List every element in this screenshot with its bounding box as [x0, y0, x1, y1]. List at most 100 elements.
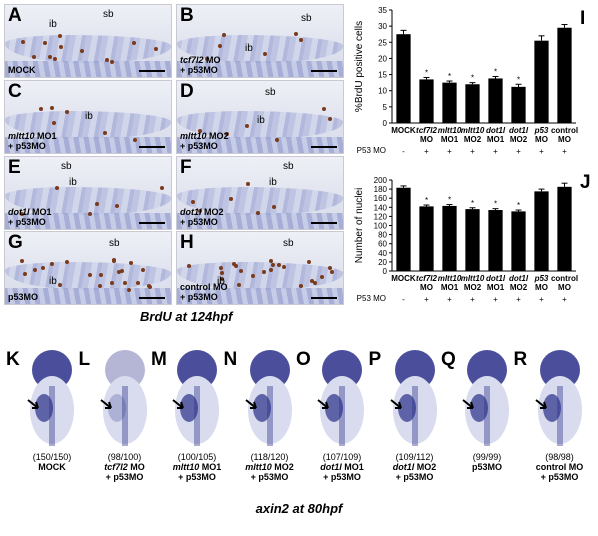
p53-row-value: + — [516, 147, 521, 156]
p53-row-value: + — [516, 295, 521, 304]
anatomy-label-sb: sb — [109, 238, 120, 249]
category-label: tcf7l2 — [416, 126, 437, 135]
y-tick-label: 200 — [374, 176, 388, 185]
anatomy-label-ib: ib — [245, 43, 253, 54]
arrow-icon — [27, 399, 39, 409]
y-tick-label: 10 — [378, 87, 387, 96]
bar — [511, 86, 526, 123]
significance-star: * — [494, 68, 497, 77]
panel-letter-p: P — [368, 349, 382, 370]
panel-letter-n: N — [223, 349, 238, 370]
bar — [465, 84, 480, 123]
y-tick-label: 15 — [378, 71, 387, 80]
scale-bar — [311, 70, 337, 72]
significance-star: * — [494, 200, 497, 209]
scale-bar — [139, 146, 165, 148]
category-label-line2: MO1 — [487, 283, 505, 292]
p53-row-value: + — [424, 147, 429, 156]
embryo-trunk — [339, 386, 345, 446]
embryo-liver-stain — [470, 394, 488, 422]
y-tick-label: 25 — [378, 38, 387, 47]
panel-letter-g: G — [8, 232, 23, 253]
panel-caption: dot1l MO1 + p53MO — [8, 207, 52, 227]
significance-star: * — [425, 196, 428, 205]
arrow-icon — [317, 399, 329, 409]
embryo-liver-stain — [542, 394, 561, 422]
y-tick-label: 100 — [374, 222, 388, 231]
p53-row-value: + — [424, 295, 429, 304]
bar — [511, 211, 526, 271]
embryo-yolk — [102, 376, 147, 444]
embryo-count: (118/120) — [250, 452, 289, 462]
category-label-line2: MO — [558, 135, 571, 144]
embryo-image-m — [172, 350, 219, 446]
y-tick-label: 20 — [378, 54, 387, 63]
embryo-liver-stain — [397, 394, 416, 422]
bar — [396, 34, 411, 123]
category-label: mltt10 — [461, 126, 485, 135]
significance-star: * — [471, 74, 474, 83]
panel-letter-l: L — [78, 349, 91, 370]
y-tick-label: 35 — [378, 6, 387, 15]
panel-letter-b: B — [180, 5, 194, 26]
embryo-liver-stain — [107, 394, 126, 422]
y-tick-label: 0 — [383, 267, 388, 276]
panel-letter-o: O — [296, 349, 311, 370]
embryo-liver-stain — [35, 394, 53, 422]
embryo-trunk — [49, 386, 55, 446]
embryo-trunk — [411, 386, 418, 446]
category-label: mltt10 — [461, 274, 485, 283]
arrow-icon — [462, 399, 474, 409]
scale-bar — [311, 146, 337, 148]
anatomy-label-ib: ib — [257, 115, 265, 126]
arrow-icon — [389, 399, 402, 409]
p53-row-value: + — [470, 147, 475, 156]
embryo-liver-stain — [180, 394, 198, 422]
embryo-label: p53MO — [471, 462, 502, 472]
embryo-trunk — [266, 386, 273, 446]
significance-star: * — [425, 68, 428, 77]
bar — [488, 210, 503, 271]
y-tick-label: 0 — [383, 119, 388, 128]
anatomy-label-sb: sb — [103, 9, 114, 20]
embryo-image-o — [317, 350, 364, 446]
anatomy-label-sb: sb — [61, 161, 72, 172]
panel-letter-k: K — [6, 349, 20, 370]
embryo-label: mltt10 MO2 + p53MO — [245, 462, 294, 482]
bar — [419, 79, 434, 123]
panel-letter-r: R — [513, 349, 528, 370]
category-label-line2: MO — [558, 283, 571, 292]
arrow-icon — [99, 399, 112, 409]
panel-caption: mltt10 MO1 + p53MO — [8, 131, 57, 151]
anatomy-label-sb: sb — [301, 13, 312, 24]
panel-letter-f: F — [180, 157, 192, 178]
anatomy-label-ib: ib — [85, 111, 93, 122]
embryo-label: dot1l MO1 + p53MO — [320, 462, 364, 482]
embryo-label: tcf7l2 MO + p53MO — [104, 462, 145, 482]
bar — [534, 40, 549, 123]
arrow-icon — [534, 399, 547, 409]
y-tick-label: 20 — [378, 258, 387, 267]
bar — [442, 205, 457, 271]
panel-caption: MOCK — [8, 65, 36, 75]
p53-row-value: + — [470, 295, 475, 304]
p53-row-value: - — [402, 147, 405, 156]
anatomy-label-ib: ib — [69, 177, 77, 188]
y-tick-label: 140 — [374, 203, 388, 212]
significance-star: * — [448, 196, 451, 205]
y-tick-label: 5 — [383, 103, 388, 112]
panel-letter-c: C — [8, 81, 22, 102]
category-label-line2: MO — [535, 283, 548, 292]
anatomy-label-ib: ib — [269, 177, 277, 188]
category-label-line2: MO2 — [510, 283, 528, 292]
category-label: dot1l — [486, 274, 506, 283]
p53-row-value: - — [402, 295, 405, 304]
panel-caption: control MO + p53MO — [180, 282, 228, 302]
category-label: dot1l — [486, 126, 506, 135]
